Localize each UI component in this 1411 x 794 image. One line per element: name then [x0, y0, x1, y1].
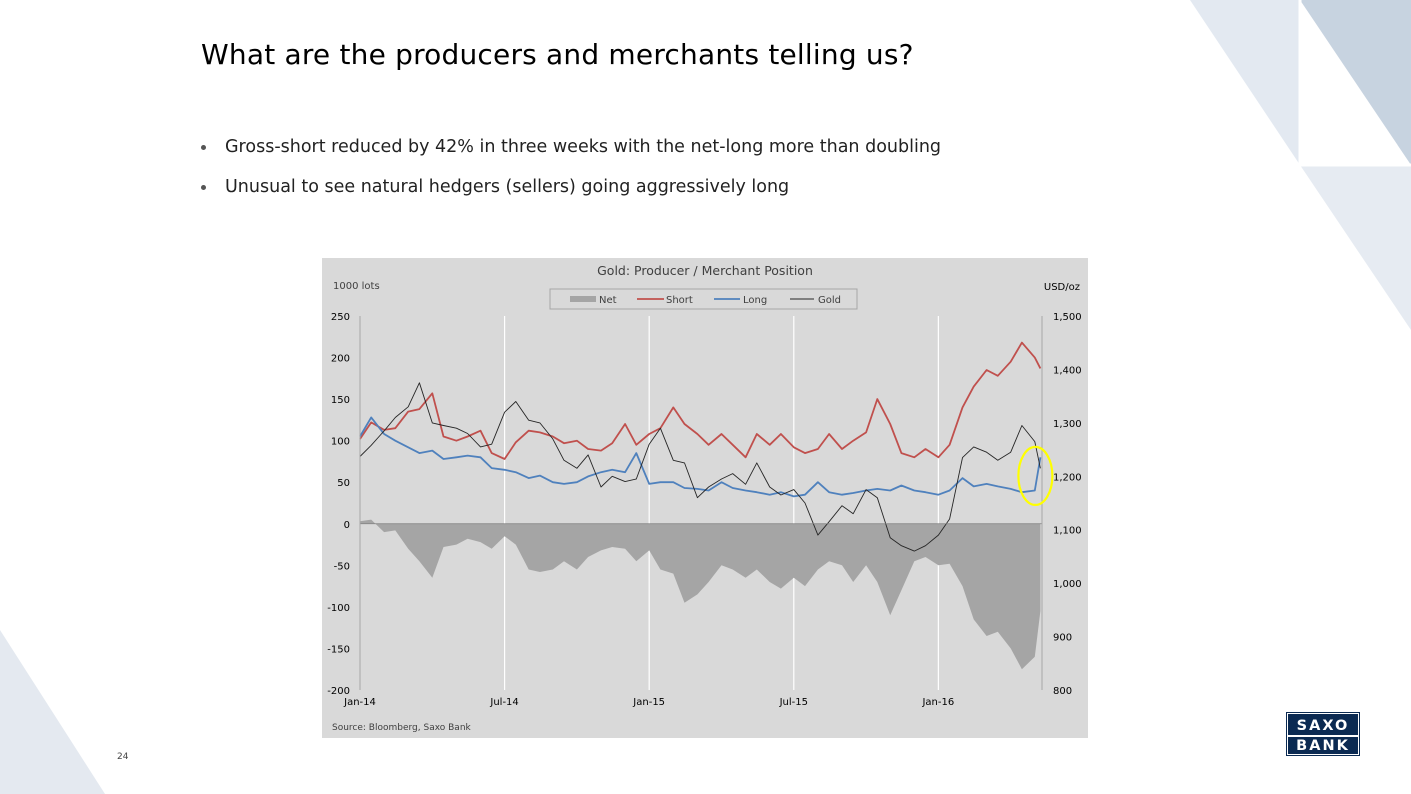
decor-triangle-bottom-left — [0, 630, 105, 794]
chart-axes: Jan-14 Jul-14 Jan-15 Jul-15 Jan-16 250 200 150 1… — [327, 312, 1081, 708]
long-line — [359, 416, 1042, 498]
y-left-tick-label: 50 — [337, 478, 350, 489]
y-right-tick-label: 1,300 — [1053, 419, 1082, 430]
highlight-circle — [1017, 445, 1054, 507]
y-left-tick-label: -150 — [327, 644, 350, 655]
x-tick-label: Jul-15 — [779, 697, 808, 708]
right-axis-label: USD/oz — [1044, 282, 1080, 293]
y-left-tick-label: 150 — [331, 395, 350, 406]
short-line — [359, 341, 1042, 460]
x-tick-label: Jan-16 — [921, 697, 954, 708]
y-left-tick-label: 200 — [331, 354, 350, 365]
left-axis-label: 1000 lots — [333, 281, 380, 292]
x-tick-label: Jan-14 — [343, 697, 376, 708]
legend-net-label: Net — [599, 295, 617, 306]
y-right-tick-label: 1,000 — [1053, 579, 1082, 590]
saxo-bank-logo: SAXO BANK — [1286, 712, 1360, 756]
bullet-item: Unusual to see natural hedgers (sellers)… — [200, 174, 941, 214]
y-left-tick-label: 250 — [331, 312, 350, 323]
x-tick-label: Jul-14 — [489, 697, 518, 708]
logo-divider — [1288, 735, 1358, 737]
gold-line — [359, 382, 1041, 552]
chart-source: Source: Bloomberg, Saxo Bank — [332, 723, 472, 733]
y-left-tick-label: -50 — [334, 561, 350, 572]
bullet-item: Gross-short reduced by 42% in three week… — [200, 134, 941, 174]
y-right-tick-label: 1,400 — [1053, 365, 1082, 376]
chart-legend: Net Short Long Gold — [549, 288, 858, 310]
y-right-tick-label: 1,500 — [1053, 312, 1082, 323]
y-left-tick-label: -100 — [327, 603, 350, 614]
page-number: 24 — [117, 752, 129, 762]
x-tick-label: Jan-15 — [632, 697, 665, 708]
net-area — [360, 519, 1041, 670]
y-left-tick-label: 0 — [344, 520, 350, 531]
legend-short-label: Short — [666, 295, 693, 306]
chart-title: Gold: Producer / Merchant Position — [597, 263, 813, 278]
gold-position-chart: Gold: Producer / Merchant Position 1000 … — [322, 258, 1088, 738]
y-right-tick-label: 1,200 — [1053, 472, 1082, 483]
legend-long-label: Long — [743, 295, 767, 306]
y-right-tick-label: 900 — [1053, 633, 1072, 644]
y-left-tick-label: -200 — [327, 686, 350, 697]
chart-gridlines — [503, 316, 939, 690]
y-right-tick-label: 800 — [1053, 686, 1072, 697]
slide-title: What are the producers and merchants tel… — [201, 38, 914, 71]
legend-gold-label: Gold — [818, 295, 841, 306]
decor-triangle-right — [1300, 165, 1411, 330]
chart-series — [359, 341, 1042, 670]
logo-text-top: SAXO — [1296, 718, 1350, 734]
y-right-tick-label: 1,100 — [1053, 526, 1082, 537]
bullet-list: Gross-short reduced by 42% in three week… — [200, 134, 941, 214]
decor-triangle-top — [1190, 0, 1300, 165]
legend-net-swatch — [570, 296, 596, 302]
y-left-tick-label: 100 — [331, 437, 350, 448]
chart-background — [322, 258, 1088, 738]
decor-triangle-top-right — [1300, 0, 1411, 165]
chart-container: Gold: Producer / Merchant Position 1000 … — [322, 258, 1088, 738]
logo-text-bottom: BANK — [1296, 737, 1350, 754]
